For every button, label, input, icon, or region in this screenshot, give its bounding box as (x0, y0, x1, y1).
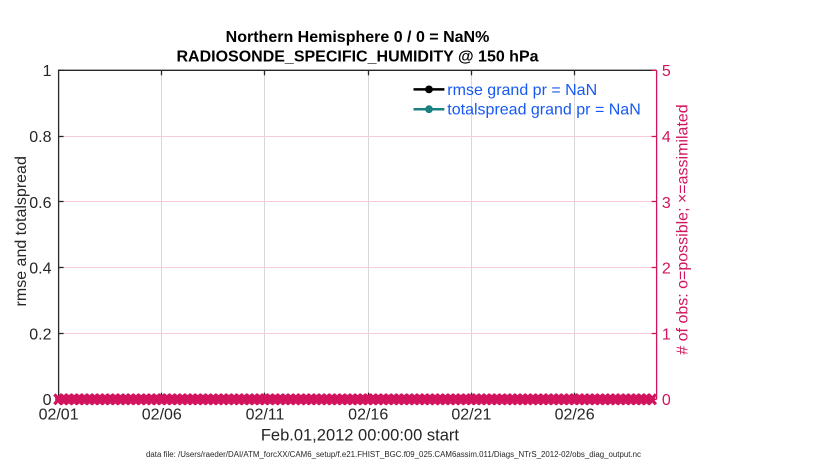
svg-text:0: 0 (662, 392, 671, 409)
svg-text:02/01: 02/01 (39, 407, 79, 424)
svg-text:2: 2 (662, 261, 671, 278)
svg-text:1: 1 (43, 63, 52, 80)
svg-text:0.4: 0.4 (29, 261, 51, 278)
svg-text:0.2: 0.2 (29, 326, 51, 343)
svg-text:02/11: 02/11 (246, 407, 285, 424)
svg-text:02/26: 02/26 (555, 407, 595, 424)
svg-text:RADIOSONDE_SPECIFIC_HUMIDITY @: RADIOSONDE_SPECIFIC_HUMIDITY @ 150 hPa (176, 49, 538, 66)
svg-text:1: 1 (662, 326, 671, 343)
svg-text:Feb.01,2012 00:00:00 start: Feb.01,2012 00:00:00 start (261, 427, 460, 445)
svg-text:totalspread grand pr = NaN: totalspread grand pr = NaN (447, 102, 640, 119)
svg-text:data file: /Users/raeder/DAI/A: data file: /Users/raeder/DAI/ATM_forcXX/… (146, 450, 641, 459)
svg-text:rmse and totalspread: rmse and totalspread (13, 156, 30, 306)
svg-text:0: 0 (43, 392, 52, 409)
svg-text:0.6: 0.6 (29, 195, 51, 212)
svg-text:4: 4 (662, 129, 671, 146)
svg-text:02/06: 02/06 (142, 407, 182, 424)
svg-text:02/16: 02/16 (348, 407, 388, 424)
svg-text:Northern Hemisphere 0 / 0 = Na: Northern Hemisphere 0 / 0 = NaN% (226, 29, 490, 46)
svg-text:# of obs: o=possible; ×=assimi: # of obs: o=possible; ×=assimilated (675, 104, 692, 354)
svg-text:3: 3 (662, 195, 671, 212)
svg-text:0.8: 0.8 (29, 129, 51, 146)
svg-text:02/21: 02/21 (451, 407, 491, 424)
svg-text:rmse grand pr = NaN: rmse grand pr = NaN (447, 82, 597, 99)
svg-text:5: 5 (662, 63, 671, 80)
